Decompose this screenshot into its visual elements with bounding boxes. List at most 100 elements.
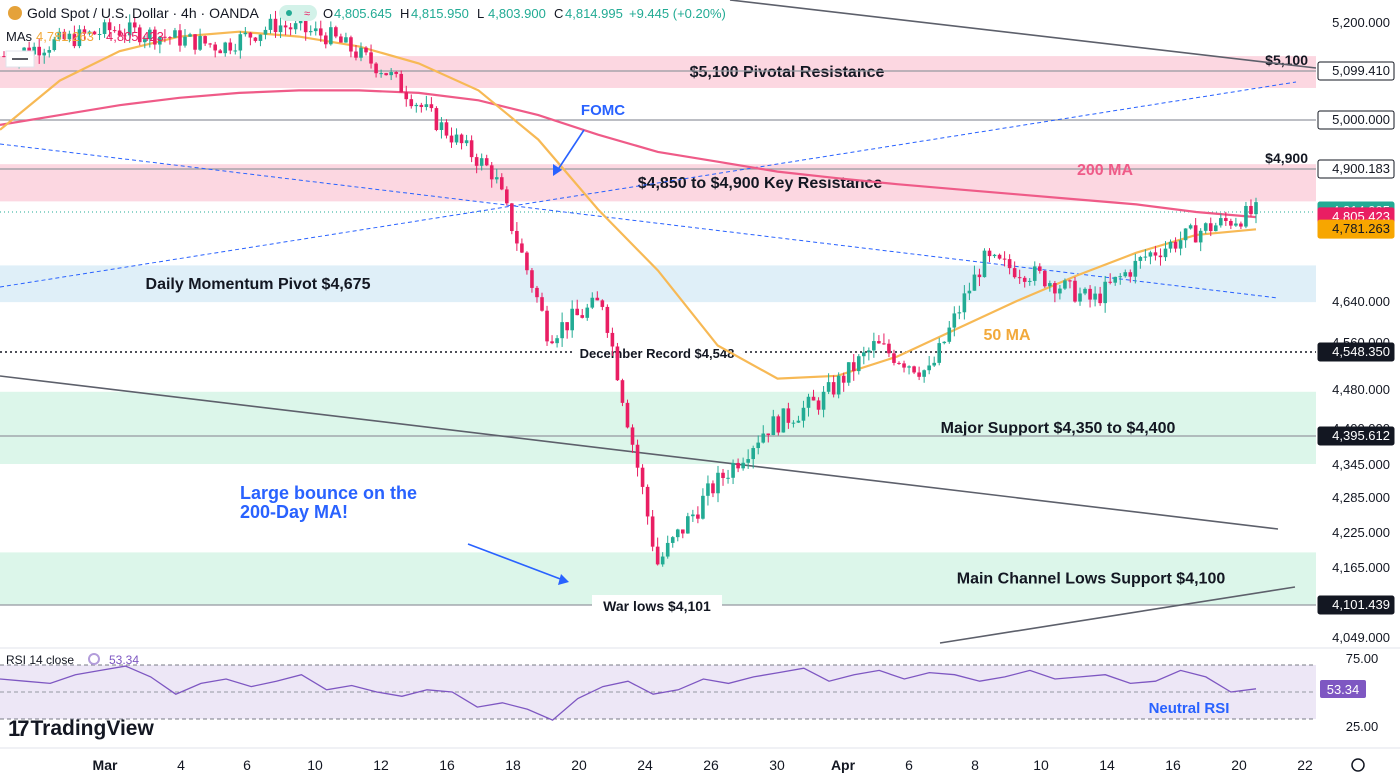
candle-body (1219, 218, 1223, 226)
candle-body (620, 380, 625, 403)
gold-symbol-icon (8, 6, 22, 20)
candle-body (520, 243, 524, 253)
candle-body (1108, 281, 1112, 283)
candle-body (862, 352, 866, 357)
ohlc-value: 4,803.900 (488, 6, 546, 21)
candle-body (248, 32, 253, 38)
candle-body (1183, 228, 1188, 241)
candle-body (1123, 272, 1128, 277)
candle-body (218, 50, 223, 54)
candle-body (459, 134, 464, 144)
time-tick: 24 (637, 757, 653, 773)
candle-body (464, 140, 469, 144)
candle-body (203, 36, 207, 44)
candle-body (1224, 218, 1228, 221)
candle-body (1254, 202, 1258, 215)
candle-body (87, 31, 92, 34)
candle-body (887, 343, 891, 354)
candle-body (72, 33, 77, 47)
price-tick: 4,345.000 (1332, 457, 1390, 472)
price-axis-bg (1316, 0, 1400, 640)
candle-body (691, 514, 695, 517)
zone-support (0, 391, 1316, 464)
candle-body (937, 343, 942, 363)
symbol-title: Gold Spot / U.S. Dollar · 4h · OANDA (27, 5, 260, 21)
rsi-pane: RSI 14 close 53.34 75.00 25.00 53.34 Neutral … (0, 647, 1400, 734)
time-tick: 10 (307, 757, 323, 773)
candle-body (1234, 223, 1238, 226)
candle-body (741, 462, 745, 469)
candle-body (339, 36, 343, 43)
candle-body (1043, 270, 1047, 287)
candle-body (137, 27, 142, 43)
bounce-arrow-head (558, 574, 569, 585)
rsi-axis-25: 25.00 (1346, 719, 1379, 734)
candle-body (1229, 220, 1233, 226)
candle-body (1163, 248, 1168, 258)
candle-body (731, 462, 735, 478)
candle-body (902, 363, 906, 368)
channel-low-line (939, 586, 1296, 644)
candle-body (1068, 280, 1072, 282)
candle-body (293, 23, 298, 30)
candle-body (1148, 252, 1153, 257)
candle-body (344, 37, 348, 43)
candle-body (635, 444, 640, 468)
candle-body (1037, 266, 1042, 271)
candle-body (404, 92, 409, 100)
time-tick: 12 (373, 757, 389, 773)
candle-body (927, 365, 931, 371)
candle-body (1143, 256, 1148, 258)
candle-body (816, 400, 821, 410)
candle-body (52, 39, 57, 51)
time-tick: 6 (243, 757, 251, 773)
candle-body (1193, 225, 1198, 243)
candle-body (449, 135, 454, 143)
price-label-box (1317, 219, 1395, 239)
ma200-value: 4,805.423 (106, 29, 164, 44)
price-label-box (1317, 595, 1395, 615)
candle-body (932, 362, 937, 366)
candle-body (776, 416, 781, 433)
candle-body (1239, 223, 1243, 227)
candle-body (806, 396, 811, 408)
time-tick: 14 (1099, 757, 1115, 773)
time-tick: 20 (571, 757, 587, 773)
candle-body (1249, 205, 1253, 215)
candle-body (1002, 258, 1007, 260)
ma200-label: 200 MA (1077, 162, 1133, 179)
candle-body (122, 35, 127, 37)
candle-body (233, 50, 238, 52)
candle-body (831, 382, 836, 395)
price-label-box (1317, 342, 1395, 362)
candle-body (721, 472, 725, 479)
price-label-text: 5,099.410 (1332, 63, 1390, 78)
time-tick: 18 (505, 757, 521, 773)
candle-body (1133, 260, 1138, 277)
zone-label: $4,850 to $4,900 Key Resistance (638, 175, 883, 192)
candle-body (1208, 223, 1213, 232)
candle-body (127, 22, 132, 36)
fomc-arrow (556, 129, 585, 172)
candle-body (389, 72, 393, 76)
candle-body (62, 31, 67, 40)
time-tick: 10 (1033, 757, 1049, 773)
candle-body (625, 402, 630, 428)
candle-body (414, 104, 419, 107)
candle-body (77, 29, 82, 47)
candle-body (178, 30, 182, 46)
candle-body (841, 375, 846, 383)
candle-body (369, 52, 373, 64)
candle-body (92, 31, 97, 35)
candle-body (173, 30, 177, 38)
fomc-label: FOMC (581, 102, 625, 119)
candle-body (801, 407, 806, 421)
candle-body (374, 63, 378, 74)
zone-label: Main Channel Lows Support $4,100 (957, 571, 1226, 588)
candle-body (42, 52, 47, 56)
candle-body (982, 250, 987, 278)
candle-body (550, 341, 554, 344)
time-tick: 16 (439, 757, 455, 773)
candle-body (1168, 241, 1173, 249)
